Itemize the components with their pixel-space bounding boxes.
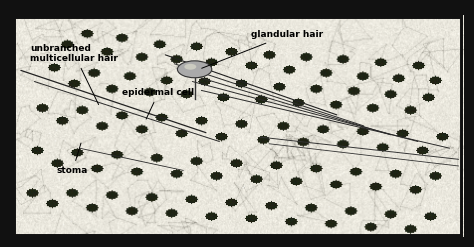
Circle shape bbox=[177, 61, 212, 78]
Text: glandular hair: glandular hair bbox=[202, 30, 323, 68]
Circle shape bbox=[192, 68, 197, 70]
Circle shape bbox=[184, 64, 205, 75]
Text: epidermal cell: epidermal cell bbox=[122, 88, 194, 119]
Circle shape bbox=[191, 67, 199, 71]
Circle shape bbox=[184, 64, 196, 70]
Text: unbranched
multicellular hair: unbranched multicellular hair bbox=[30, 44, 118, 104]
Circle shape bbox=[182, 63, 208, 76]
Text: stoma: stoma bbox=[57, 143, 88, 175]
Circle shape bbox=[180, 62, 210, 77]
Circle shape bbox=[186, 65, 203, 74]
Circle shape bbox=[177, 61, 212, 78]
Circle shape bbox=[188, 66, 201, 72]
